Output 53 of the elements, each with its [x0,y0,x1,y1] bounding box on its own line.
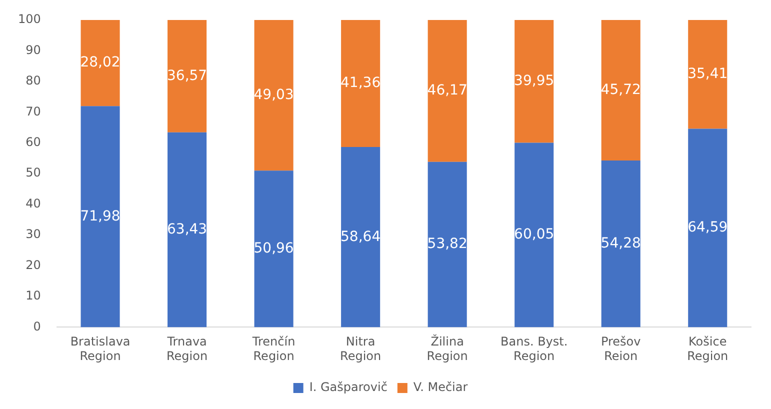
data-label: 28,02 [80,54,120,71]
y-tick-label: 50 [26,166,41,180]
y-tick-label: 30 [26,227,41,242]
y-tick-label: 80 [26,74,41,88]
data-label: 54,28 [600,235,641,252]
bar [80,106,120,328]
data-label: 50,96 [254,240,294,257]
y-tick-label: 0 [33,319,41,334]
bar [688,20,728,129]
data-label: 45,72 [600,82,641,98]
bar [428,20,467,162]
legend-label: V. Mečiar [413,380,468,394]
bar [601,20,640,160]
data-label: 49,03 [254,86,294,103]
y-tick-label: 10 [26,288,41,303]
data-label: 71,98 [80,208,120,224]
x-tick-label: Bans. Byst. Region [500,334,568,363]
y-tick-label: 70 [26,104,41,118]
y-tick-label: 20 [26,258,41,272]
bar [514,20,554,143]
bar [254,20,294,171]
x-tick-label: Trnava Region [166,334,208,363]
bar [168,132,207,328]
data-label: 58,64 [340,228,381,245]
y-tick-label: 40 [26,196,41,210]
bar [688,128,728,328]
bar [428,162,467,328]
bar [601,160,640,328]
data-label: 39,95 [514,73,554,90]
x-tick-label: Trenčín Region [251,334,296,363]
data-label: 35,41 [688,66,728,82]
y-tick-label: 60 [26,135,41,150]
x-tick-label: Žilina Region [426,334,468,363]
data-label: 63,43 [167,221,208,238]
data-label: 60,05 [514,226,554,243]
bar [514,142,554,328]
data-label: 64,59 [688,220,728,236]
bar [254,170,294,328]
bar [168,20,207,132]
data-label: 36,57 [167,68,208,84]
data-label: 53,82 [427,236,468,252]
data-label: 41,36 [340,75,381,92]
x-tick-label: Košice Region [687,334,728,363]
x-tick-label: Bratislava Region [70,334,130,363]
y-tick-label: 90 [26,42,41,57]
bar [80,20,120,106]
bar [341,147,380,328]
y-tick-label: 100 [18,12,41,26]
bar [341,20,380,148]
legend-label: I. Gašparovič [309,380,388,394]
data-label: 46,17 [427,82,468,99]
x-tick-label: Nitra Region [340,334,382,363]
x-tick-label: Prešov Reion [600,334,641,363]
